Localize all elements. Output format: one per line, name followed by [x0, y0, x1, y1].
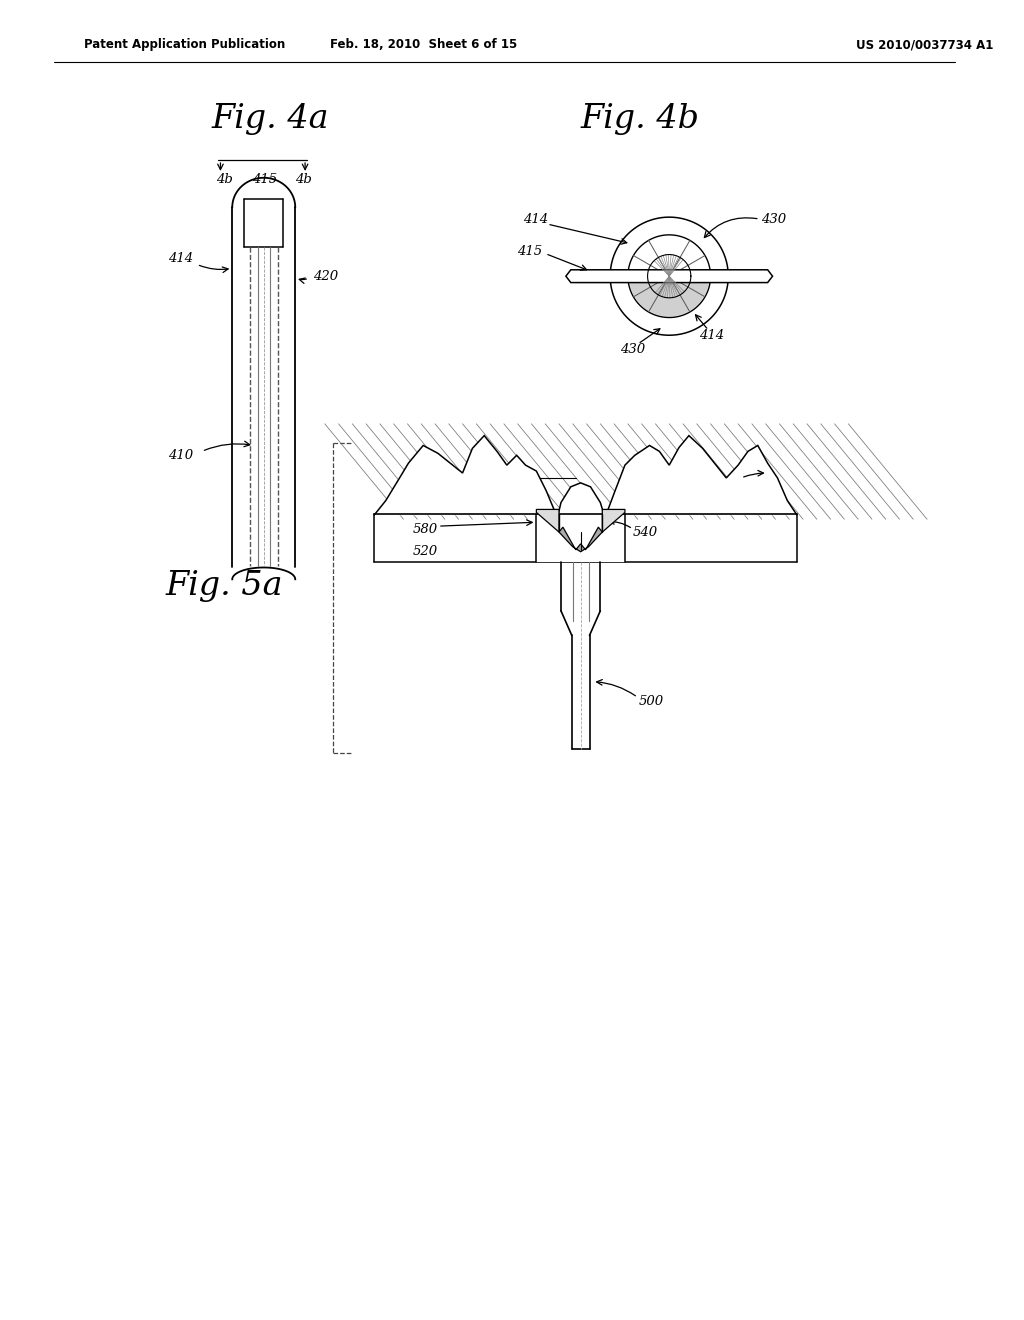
Polygon shape — [602, 510, 625, 532]
Wedge shape — [629, 276, 710, 317]
Text: 540: 540 — [498, 462, 522, 475]
Text: 430: 430 — [621, 343, 645, 356]
Text: 410: 410 — [168, 449, 193, 462]
Text: 520: 520 — [413, 545, 437, 558]
Polygon shape — [559, 527, 602, 552]
Text: 540: 540 — [633, 525, 658, 539]
Polygon shape — [374, 436, 797, 515]
Text: Fig. 4b: Fig. 4b — [581, 103, 699, 135]
Text: 420: 420 — [313, 269, 338, 282]
Text: Fig. 4a: Fig. 4a — [212, 103, 329, 135]
Text: 500: 500 — [639, 694, 664, 708]
Text: 560: 560 — [740, 474, 765, 487]
Text: Patent Application Publication: Patent Application Publication — [84, 38, 285, 51]
Text: 414: 414 — [168, 252, 193, 265]
Text: 414: 414 — [699, 329, 724, 342]
Polygon shape — [566, 269, 772, 282]
Text: 415: 415 — [517, 246, 542, 259]
Text: 4b: 4b — [295, 173, 311, 186]
Text: 414: 414 — [523, 213, 548, 226]
Text: Feb. 18, 2010  Sheet 6 of 15: Feb. 18, 2010 Sheet 6 of 15 — [330, 38, 517, 51]
Text: 415: 415 — [252, 173, 278, 186]
Text: 430: 430 — [761, 213, 785, 226]
Text: Fig. 5a: Fig. 5a — [165, 570, 283, 602]
Polygon shape — [537, 510, 559, 532]
Text: US 2010/0037734 A1: US 2010/0037734 A1 — [856, 38, 993, 51]
Polygon shape — [537, 515, 625, 561]
Text: 580: 580 — [413, 523, 437, 536]
Text: 4b: 4b — [216, 173, 232, 186]
